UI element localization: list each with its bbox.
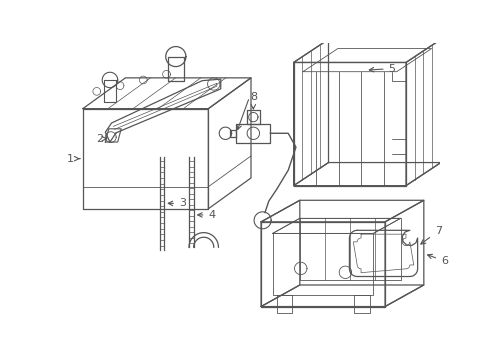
Text: 8: 8 [249,92,256,109]
Text: 3: 3 [168,198,185,208]
Text: 2: 2 [96,134,106,144]
Text: 6: 6 [427,254,447,266]
Text: 7: 7 [420,226,441,244]
Text: 4: 4 [197,210,215,220]
Text: 1: 1 [67,154,80,164]
Text: 5: 5 [368,64,395,73]
